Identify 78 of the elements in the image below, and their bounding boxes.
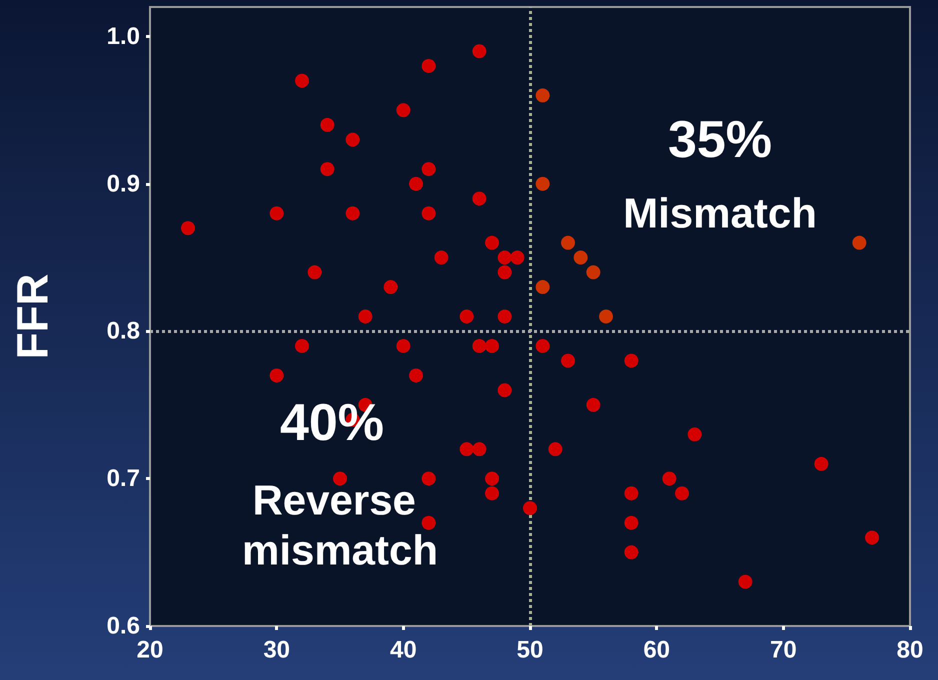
point [396, 103, 410, 118]
y-tick-label: 1.0 [106, 22, 140, 50]
point [434, 250, 448, 265]
x-tick-label: 40 [390, 636, 417, 664]
point [624, 545, 638, 560]
point [346, 132, 360, 147]
point [422, 516, 436, 530]
y-tick-label: 0.8 [106, 318, 140, 345]
x-tick-label: 30 [263, 636, 290, 664]
point [472, 442, 486, 456]
point [320, 118, 334, 132]
point [586, 398, 600, 412]
point [384, 280, 398, 294]
point [498, 265, 512, 280]
annotation: 35% [668, 111, 772, 169]
point [561, 354, 575, 368]
point [624, 516, 638, 530]
point [485, 486, 499, 500]
point [561, 236, 575, 250]
point [536, 338, 550, 353]
point [675, 486, 689, 500]
point [624, 486, 638, 500]
point [574, 250, 588, 265]
annotation: Reverse mismatch [242, 476, 438, 574]
point [865, 530, 879, 545]
point [460, 310, 474, 324]
x-tick-label: 70 [770, 636, 797, 664]
point [308, 265, 322, 280]
x-tick-label: 60 [643, 636, 670, 664]
point [409, 368, 423, 382]
point [523, 501, 537, 516]
point [599, 310, 613, 324]
point [498, 250, 512, 265]
y-tick-label: 0.7 [106, 465, 140, 492]
point [688, 427, 702, 442]
point [422, 206, 436, 220]
point [295, 74, 309, 88]
x-tick-label: 80 [896, 636, 924, 664]
point [270, 206, 284, 220]
point [295, 338, 309, 353]
y-tick-label: 0.9 [106, 170, 140, 198]
annotation: Mismatch [623, 190, 817, 236]
point [485, 338, 499, 353]
point [270, 368, 284, 382]
point [422, 162, 436, 176]
point [624, 354, 638, 368]
point [586, 265, 600, 280]
point [409, 176, 423, 191]
point [320, 162, 334, 176]
point [181, 221, 195, 236]
point [814, 456, 828, 471]
point [472, 338, 486, 353]
point [498, 310, 512, 324]
point [536, 176, 550, 191]
point [485, 472, 499, 486]
point [472, 44, 486, 58]
point [536, 88, 550, 102]
annotation: 40% [280, 394, 384, 452]
x-tick-label: 50 [516, 636, 544, 664]
point [548, 442, 562, 456]
point [662, 472, 676, 486]
point [536, 280, 550, 294]
point [498, 383, 512, 398]
point [333, 472, 347, 486]
y-axis-title: FFR [8, 274, 58, 360]
point [346, 206, 360, 220]
point [485, 236, 499, 250]
y-tick-label: 0.6 [106, 612, 140, 640]
point [422, 472, 436, 486]
point [472, 192, 486, 206]
x-tick-label: 20 [136, 636, 164, 664]
point [460, 442, 474, 456]
point [396, 338, 410, 353]
point [422, 58, 436, 73]
point [358, 310, 372, 324]
point [738, 574, 752, 589]
point [852, 236, 866, 250]
point [510, 250, 524, 265]
